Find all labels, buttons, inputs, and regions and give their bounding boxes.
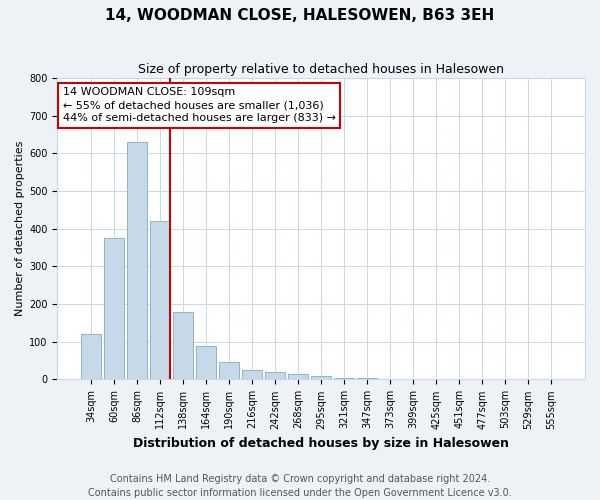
- Bar: [151, 221, 170, 380]
- Bar: [173, 312, 193, 380]
- Bar: [358, 378, 377, 380]
- Bar: [265, 372, 285, 380]
- Bar: [334, 378, 354, 380]
- Bar: [289, 374, 308, 380]
- Y-axis label: Number of detached properties: Number of detached properties: [15, 141, 25, 316]
- X-axis label: Distribution of detached houses by size in Halesowen: Distribution of detached houses by size …: [133, 437, 509, 450]
- Text: 14 WOODMAN CLOSE: 109sqm
← 55% of detached houses are smaller (1,036)
44% of sem: 14 WOODMAN CLOSE: 109sqm ← 55% of detach…: [62, 87, 335, 124]
- Title: Size of property relative to detached houses in Halesowen: Size of property relative to detached ho…: [138, 62, 504, 76]
- Bar: [104, 238, 124, 380]
- Bar: [127, 142, 147, 380]
- Bar: [82, 334, 101, 380]
- Bar: [311, 376, 331, 380]
- Text: Contains HM Land Registry data © Crown copyright and database right 2024.
Contai: Contains HM Land Registry data © Crown c…: [88, 474, 512, 498]
- Bar: [220, 362, 239, 380]
- Bar: [380, 378, 400, 380]
- Bar: [196, 346, 216, 380]
- Text: 14, WOODMAN CLOSE, HALESOWEN, B63 3EH: 14, WOODMAN CLOSE, HALESOWEN, B63 3EH: [106, 8, 494, 22]
- Bar: [242, 370, 262, 380]
